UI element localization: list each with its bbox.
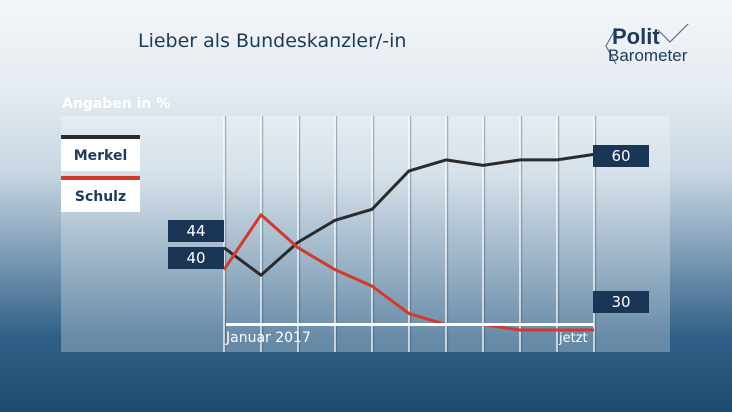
- legend-swatch-schulz: [61, 176, 140, 180]
- legend-swatch-merkel: [61, 135, 140, 139]
- chart-panel: [61, 116, 670, 352]
- legend-label-merkel: Merkel: [73, 148, 128, 164]
- x-label-end: jetzt: [559, 331, 588, 346]
- unit-label: Angaben in %: [62, 96, 171, 112]
- legend-item-schulz: Schulz: [61, 176, 140, 212]
- x-label-start: Januar 2017: [226, 330, 311, 346]
- start-label-schulz: 40: [168, 247, 224, 269]
- checkmark-icon: [605, 24, 689, 65]
- end-label-schulz: 30: [593, 291, 649, 313]
- legend-label-schulz: Schulz: [74, 189, 127, 205]
- logo-barometer-text: Barometer: [608, 46, 688, 65]
- timeline-bar: [226, 323, 594, 326]
- legend-item-merkel: Merkel: [61, 135, 140, 171]
- start-label-merkel: 44: [168, 220, 224, 242]
- logo-polit-text: Polit: [612, 24, 660, 49]
- chart-title: Lieber als Bundeskanzler/-in: [138, 30, 407, 52]
- series-line-schulz: [222, 213, 594, 332]
- politbarometer-logo: Polit Barometer: [604, 24, 724, 74]
- end-label-merkel: 60: [593, 145, 649, 167]
- series-line-merkel: [223, 152, 595, 277]
